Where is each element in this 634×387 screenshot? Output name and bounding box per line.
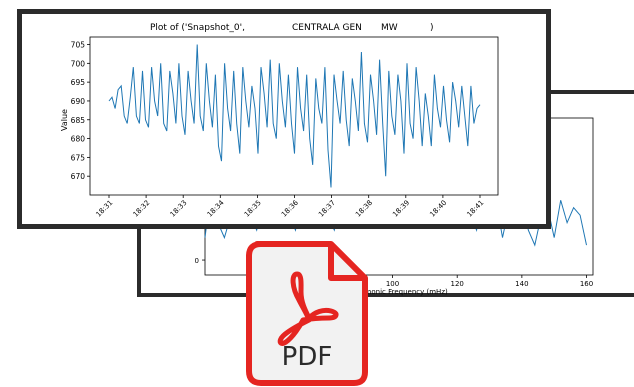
- timeseries-axes-frame: [89, 36, 499, 196]
- timeseries-ytick-label: 695: [71, 78, 86, 87]
- acrobat-logo-icon: [277, 271, 339, 346]
- pdf-file-icon[interactable]: PDF: [245, 240, 370, 387]
- plot-title-part-1: Plot of ('Snapshot_0',: [150, 23, 245, 33]
- timeseries-ytick-label: 670: [71, 172, 86, 181]
- timeseries-xtick-label: 18:41: [465, 199, 485, 219]
- timeseries-xtick-label: 18:39: [391, 199, 411, 219]
- timeseries-xtick-label: 18:34: [206, 198, 226, 218]
- timeseries-xtick-label: 18:37: [317, 199, 337, 219]
- timeseries-ytick-label: 680: [71, 135, 86, 144]
- spectrum-xtick-label: 100: [386, 280, 399, 288]
- spectrum-ytick-label: 0: [195, 257, 199, 265]
- pdf-document-icon: PDF: [246, 241, 368, 386]
- spectrum-xtick-label: 140: [515, 280, 528, 288]
- timeseries-ytick-label: 685: [71, 116, 86, 125]
- timeseries-xtick-label: 18:33: [169, 199, 189, 219]
- timeseries-ytick-label: 705: [71, 41, 86, 50]
- spectrum-xtick-label: 120: [451, 280, 464, 288]
- timeseries-xtick-label: 18:31: [94, 199, 114, 219]
- timeseries-xtick-label: 18:36: [280, 198, 300, 218]
- plot-title-part-3: MW: [381, 23, 398, 33]
- timeseries-ytick-label: 690: [71, 97, 86, 106]
- spectrum-x-axis-label: Harmonic Frequency (mHz): [352, 288, 448, 296]
- timeseries-line: [108, 44, 481, 188]
- timeseries-ytick-label: 675: [71, 153, 86, 162]
- timeseries-xtick-label: 18:32: [132, 199, 152, 219]
- timeseries-ytick-label: 700: [71, 59, 86, 68]
- pdf-label: PDF: [282, 342, 333, 372]
- timeseries-xtick-label: 18:38: [354, 199, 374, 219]
- timeseries-xtick-label: 18:40: [428, 199, 448, 219]
- plot-title-part-2: CENTRALA GEN: [292, 23, 362, 33]
- plot-title-part-4: ): [430, 23, 434, 33]
- timeseries-xtick-label: 18:35: [243, 199, 263, 219]
- spectrum-xtick-label: 160: [580, 280, 593, 288]
- y-axis-label: Value: [60, 109, 69, 131]
